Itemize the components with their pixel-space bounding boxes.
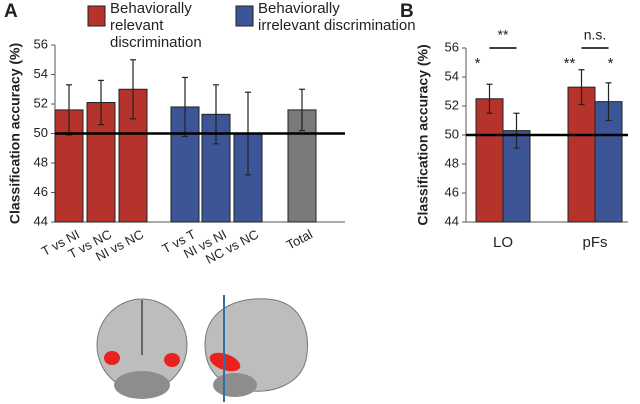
y-tick-label: 50: [34, 125, 48, 140]
error-bar: [578, 69, 585, 106]
error-bar: [182, 76, 188, 138]
y-tick-label: 48: [34, 154, 48, 169]
y-tick-label: 56: [34, 36, 48, 51]
y-axis-title: Classification accuracy (%): [415, 44, 431, 225]
y-tick-label: 52: [445, 97, 459, 112]
y-tick-label: 44: [445, 213, 459, 228]
panel-letter: A: [4, 1, 18, 22]
legend-text: irrelevant discrimination: [258, 17, 416, 34]
x-tick-label: pFs: [582, 234, 607, 251]
bar: [594, 101, 623, 223]
error-bar: [605, 82, 612, 122]
legend-text: Behaviorally: [110, 0, 192, 17]
y-tick-label: 56: [445, 39, 459, 54]
y-tick-label: 54: [34, 66, 48, 81]
pair-significance: n.s.: [584, 27, 607, 43]
error-bar: [513, 112, 520, 149]
brain-coronal: [96, 298, 188, 399]
y-tick-label: 44: [34, 213, 48, 228]
error-bar: [299, 88, 305, 132]
legend-text: relevant: [110, 17, 164, 34]
legend-swatch: [87, 5, 106, 27]
brain-sagittal: [204, 295, 308, 402]
error-bar: [130, 59, 136, 120]
significance: *: [608, 55, 614, 72]
y-tick-label: 46: [445, 184, 459, 199]
y-tick-label: 50: [445, 126, 459, 141]
x-tick-label: LO: [493, 234, 513, 251]
bar: [475, 98, 504, 223]
error-bar: [98, 79, 104, 126]
y-tick-label: 46: [34, 184, 48, 199]
y-tick-label: 52: [34, 95, 48, 110]
significance: **: [564, 55, 576, 72]
legend-text: discrimination: [110, 34, 202, 51]
y-axis-title: Classification accuracy (%): [7, 43, 23, 224]
y-tick-label: 54: [445, 68, 459, 83]
x-tick-label: Total: [284, 226, 315, 252]
pair-significance: **: [498, 27, 509, 43]
error-bar: [486, 83, 493, 114]
legend-swatch: [235, 5, 254, 27]
error-bar: [66, 84, 72, 136]
panel-letter: B: [400, 1, 414, 22]
significance: *: [475, 55, 481, 72]
legend-text: Behaviorally: [258, 0, 340, 17]
bar: [567, 86, 596, 223]
y-tick-label: 48: [445, 155, 459, 170]
